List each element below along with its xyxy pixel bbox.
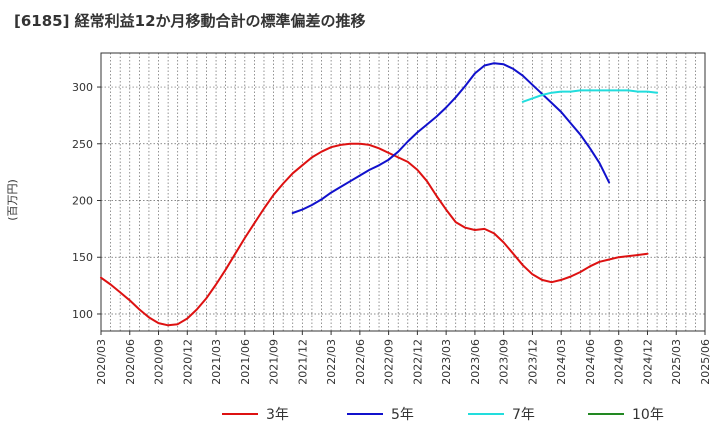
x-tick-label: 2024/03: [555, 339, 568, 385]
grid-layer: [101, 53, 705, 331]
x-tick-label: 2022/12: [411, 339, 424, 385]
x-tick-label: 2021/12: [296, 339, 309, 385]
x-tick-label: 2021/03: [210, 339, 223, 385]
x-tick-label: 2020/03: [95, 339, 108, 385]
legend-label: 10年: [632, 407, 664, 423]
chart-title: [6185] 経常利益12か月移動合計の標準偏差の推移: [14, 12, 366, 30]
x-tick-label: 2020/09: [153, 339, 166, 385]
y-tick-label: 300: [72, 81, 93, 94]
y-tick-label: 150: [72, 251, 93, 264]
x-tick-label: 2024/12: [641, 339, 654, 385]
x-tick-label: 2025/03: [670, 339, 683, 385]
x-tick-label: 2021/09: [268, 339, 281, 385]
x-tick-label: 2023/12: [526, 339, 539, 385]
x-tick-label: 2022/06: [354, 339, 367, 385]
series-line-3: [521, 89, 659, 103]
y-tick-label: 250: [72, 138, 93, 151]
series-line-2: [291, 62, 611, 214]
legend-label: 3年: [266, 407, 289, 423]
x-tick-label: 2025/06: [699, 339, 712, 385]
y-tick-label: 200: [72, 195, 93, 208]
x-tick-label: 2022/09: [383, 339, 396, 385]
y-tick-label: 100: [72, 308, 93, 321]
x-tick-label: 2021/06: [239, 339, 252, 385]
legend-label: 5年: [391, 407, 414, 423]
series-layer: [100, 62, 659, 327]
x-tick-label: 2024/06: [584, 339, 597, 385]
plot-frame: [100, 52, 706, 332]
series-line-1: [100, 142, 649, 327]
x-tick-label: 2020/12: [181, 339, 194, 385]
x-tick-label: 2023/06: [469, 339, 482, 385]
x-tick-label: 2023/03: [440, 339, 453, 385]
legend-label: 7年: [512, 407, 535, 423]
y-axis-label: (百万円): [6, 179, 19, 221]
x-tick-label: 2022/03: [325, 339, 338, 385]
x-tick-label: 2024/09: [613, 339, 626, 385]
x-tick-label: 2020/06: [124, 339, 137, 385]
legend: 3年 5年 7年 10年: [222, 407, 664, 423]
x-tick-label: 2023/09: [498, 339, 511, 385]
axis-layer: 100 150 200 250 300 2020/03 2020/06 2020/09 2020…: [72, 81, 712, 385]
